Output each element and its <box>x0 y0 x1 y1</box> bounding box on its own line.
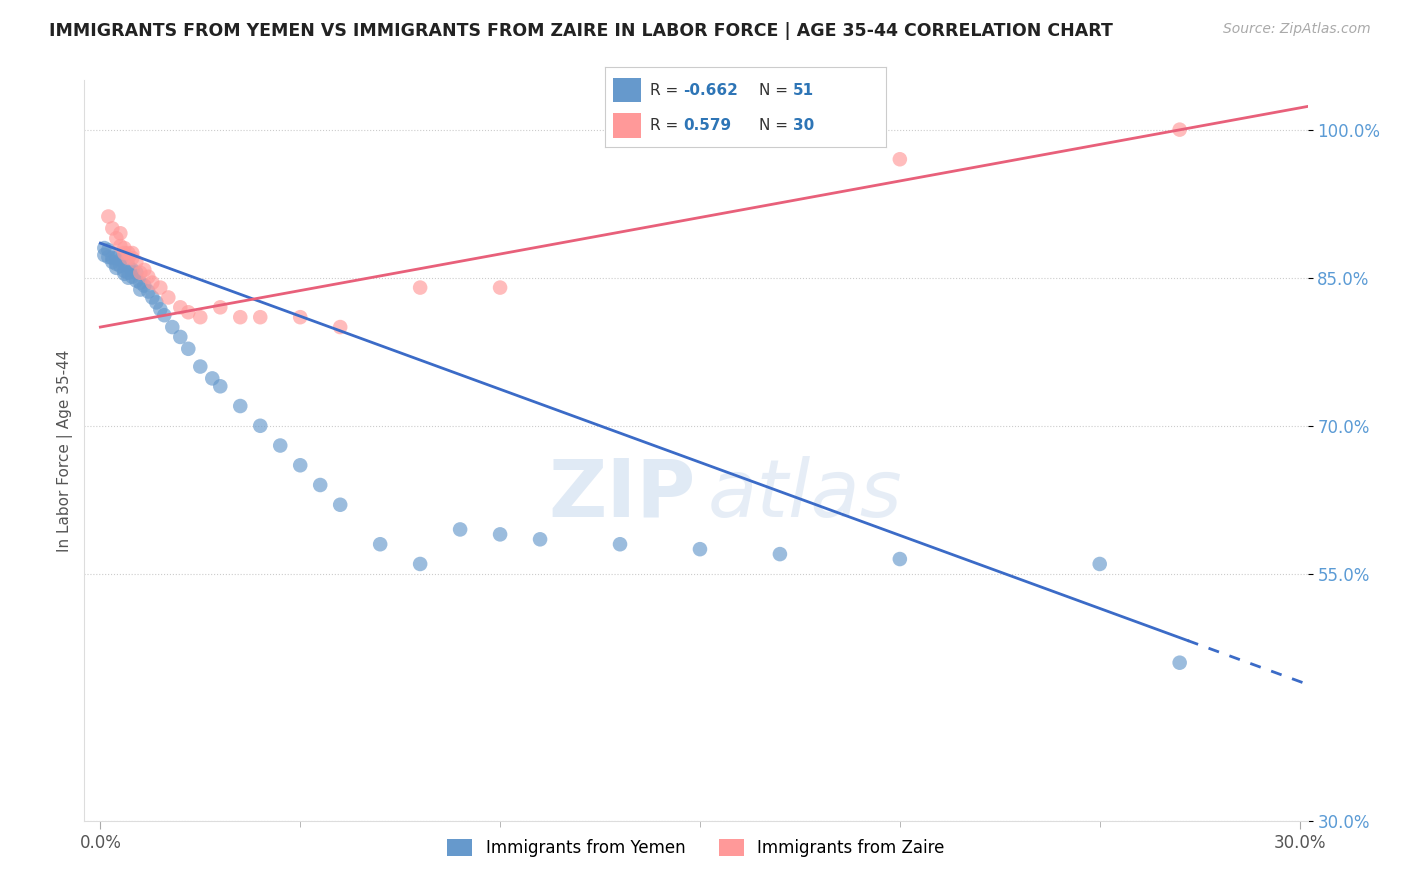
Point <box>121 251 143 265</box>
Point <box>93 248 115 262</box>
Point <box>125 266 148 280</box>
Point <box>149 280 172 294</box>
Point <box>529 533 551 547</box>
Point <box>309 478 332 492</box>
Point <box>177 342 200 356</box>
Point <box>169 330 191 344</box>
Text: N =: N = <box>759 118 793 133</box>
Point <box>209 379 232 393</box>
Point <box>1168 656 1191 670</box>
Point <box>129 266 152 280</box>
Point <box>97 210 120 224</box>
Point <box>229 399 252 413</box>
Point <box>136 269 159 284</box>
Point <box>110 252 132 267</box>
Text: ZIP: ZIP <box>548 456 696 534</box>
Point <box>105 231 128 245</box>
Point <box>110 259 132 273</box>
Point <box>117 251 139 265</box>
Point <box>101 221 124 235</box>
Point <box>97 250 120 264</box>
Point <box>162 320 184 334</box>
Point <box>609 537 631 551</box>
Text: R =: R = <box>650 118 683 133</box>
Point <box>117 259 139 273</box>
Point <box>97 243 120 257</box>
Point <box>117 266 139 280</box>
Point <box>149 302 172 317</box>
Point <box>112 267 135 281</box>
Point <box>112 241 135 255</box>
Text: 0.579: 0.579 <box>683 118 731 133</box>
Point <box>769 547 792 561</box>
Point <box>101 251 124 265</box>
Text: 51: 51 <box>793 83 814 98</box>
Text: atlas: atlas <box>709 456 903 534</box>
Point <box>129 283 152 297</box>
Point <box>153 308 176 322</box>
Point <box>157 290 180 304</box>
Point <box>101 255 124 269</box>
Point <box>112 246 135 260</box>
Point <box>329 320 352 334</box>
Point <box>125 255 148 269</box>
Point <box>177 305 200 319</box>
Point <box>121 246 143 260</box>
Text: R =: R = <box>650 83 683 98</box>
Text: N =: N = <box>759 83 793 98</box>
Point <box>129 276 152 290</box>
Point <box>329 498 352 512</box>
Point <box>112 264 135 278</box>
Point <box>1088 557 1111 571</box>
Point <box>201 371 224 385</box>
Point <box>889 153 911 167</box>
FancyBboxPatch shape <box>613 113 641 137</box>
Point <box>136 285 159 299</box>
Point <box>141 290 163 304</box>
Point <box>889 552 911 566</box>
Point <box>169 301 191 315</box>
Point <box>489 527 512 541</box>
Point <box>105 251 128 265</box>
Text: IMMIGRANTS FROM YEMEN VS IMMIGRANTS FROM ZAIRE IN LABOR FORCE | AGE 35-44 CORREL: IMMIGRANTS FROM YEMEN VS IMMIGRANTS FROM… <box>49 22 1114 40</box>
Point <box>134 262 156 277</box>
Point <box>105 257 128 271</box>
Point <box>409 280 432 294</box>
Point <box>290 310 312 325</box>
Point <box>121 269 143 284</box>
Point <box>489 280 512 294</box>
Point <box>110 227 132 241</box>
Legend: Immigrants from Yemen, Immigrants from Zaire: Immigrants from Yemen, Immigrants from Z… <box>441 832 950 864</box>
Point <box>209 301 232 315</box>
Point <box>117 246 139 260</box>
Point <box>249 418 271 433</box>
Point <box>689 542 711 557</box>
Text: -0.662: -0.662 <box>683 83 738 98</box>
Y-axis label: In Labor Force | Age 35-44: In Labor Force | Age 35-44 <box>58 350 73 551</box>
Point <box>249 310 271 325</box>
Point <box>93 241 115 255</box>
Point <box>368 537 391 551</box>
Point <box>110 239 132 253</box>
Point <box>141 276 163 290</box>
Point <box>409 557 432 571</box>
Point <box>121 262 143 277</box>
Point <box>125 274 148 288</box>
Point <box>269 438 291 452</box>
Point <box>188 310 211 325</box>
FancyBboxPatch shape <box>613 78 641 103</box>
Point <box>117 270 139 285</box>
Point <box>449 523 471 537</box>
Point <box>188 359 211 374</box>
Point <box>145 295 167 310</box>
Text: Source: ZipAtlas.com: Source: ZipAtlas.com <box>1223 22 1371 37</box>
Point <box>1168 122 1191 136</box>
Point <box>134 278 156 293</box>
Point <box>290 458 312 473</box>
Point <box>105 260 128 275</box>
Point <box>229 310 252 325</box>
Text: 30: 30 <box>793 118 814 133</box>
